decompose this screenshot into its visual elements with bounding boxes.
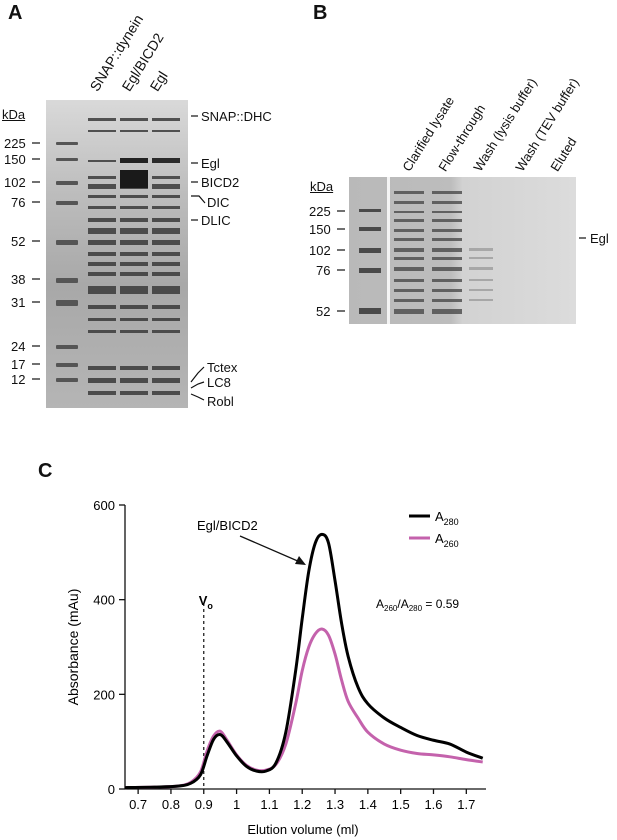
y-axis: 0 200 400 600: [93, 498, 126, 797]
void-volume-label: Vo: [199, 593, 214, 611]
x-axis-label: Elution volume (ml): [247, 822, 358, 837]
x-tick-label: 0.7: [129, 797, 147, 812]
panel-b-gel-image: [349, 177, 576, 324]
panel-b-marker-ticks: [337, 210, 586, 312]
x-tick-label: 1.1: [260, 797, 278, 812]
peak-arrowhead: [295, 556, 306, 565]
ratio-annotation: A260/A280 = 0.59: [376, 597, 459, 613]
b-marker-52: 52: [316, 304, 331, 319]
y-tick-label: 400: [93, 593, 115, 608]
panel-a-letter: A: [8, 2, 23, 24]
x-tick-label: 1.6: [424, 797, 442, 812]
band-label-tctex: Tctex: [207, 360, 238, 375]
marker-31: 31: [11, 295, 26, 310]
x-tick-label: 1.7: [457, 797, 475, 812]
marker-17: 17: [11, 357, 26, 372]
peak-annotation: Egl/BICD2: [197, 518, 258, 533]
marker-52: 52: [11, 234, 26, 249]
marker-225: 225: [4, 136, 26, 151]
band-label-bicd2: BICD2: [201, 175, 240, 190]
band-label-egl: Egl: [201, 156, 220, 171]
legend: A280 A260: [409, 509, 459, 549]
marker-150: 150: [4, 152, 26, 167]
marker-24: 24: [11, 339, 26, 354]
chromatogram-chart: 0 200 400 600 0.7 0.8 0.9 1 1.1 1.2 1.3 1.4 1.5 1.6 1…: [65, 498, 486, 837]
x-tick-label: 1.2: [293, 797, 311, 812]
marker-38: 38: [11, 272, 26, 287]
x-tick-label: 1.5: [392, 797, 410, 812]
marker-102: 102: [4, 175, 26, 190]
band-label-snap-dhc: SNAP::DHC: [201, 109, 272, 124]
band-label-dic: DIC: [207, 195, 230, 210]
marker-76: 76: [11, 195, 26, 210]
y-tick-label: 0: [108, 782, 115, 797]
x-tick-label: 0.8: [162, 797, 180, 812]
panel-a-kda-label: kDa: [2, 107, 26, 122]
series-line-a260: [124, 627, 483, 790]
b-band-label-egl: Egl: [590, 231, 609, 246]
b-marker-225: 225: [309, 204, 331, 219]
b-marker-150: 150: [309, 222, 331, 237]
panel-c-letter: C: [38, 460, 53, 482]
y-axis-label: Absorbance (mAu): [65, 589, 81, 706]
panel-b-letter: B: [313, 2, 328, 24]
series-line-a280: [124, 532, 484, 790]
x-tick-label: 0.9: [195, 797, 213, 812]
peak-arrow: [239, 535, 301, 563]
band-label-dlic: DLIC: [201, 213, 231, 228]
panel-b-kda-label: kDa: [310, 179, 334, 194]
y-ticks: 0 200 400 600: [93, 498, 125, 797]
legend-label-a260: A260: [435, 531, 459, 549]
legend-label-a280: A280: [435, 509, 459, 527]
panel-a-marker-ticks: [32, 142, 40, 380]
x-tick-label: 1.3: [326, 797, 344, 812]
x-ticks: 0.7 0.8 0.9 1 1.1 1.2 1.3 1.4 1.5 1.6 1.7: [129, 789, 475, 812]
series-lines: [124, 532, 484, 790]
x-tick-label: 1: [233, 797, 240, 812]
band-label-lc8: LC8: [207, 375, 231, 390]
panel-a-band-pointers: [190, 115, 206, 401]
y-tick-label: 600: [93, 498, 115, 513]
y-tick-label: 200: [93, 687, 115, 702]
b-marker-76: 76: [316, 263, 331, 278]
band-label-robl: Robl: [207, 394, 234, 409]
panel-a-gel-image: [46, 100, 188, 408]
b-marker-102: 102: [309, 243, 331, 258]
marker-12: 12: [11, 372, 26, 387]
x-tick-label: 1.4: [359, 797, 377, 812]
x-axis: 0.7 0.8 0.9 1 1.1 1.2 1.3 1.4 1.5 1.6 1.7: [125, 788, 486, 812]
